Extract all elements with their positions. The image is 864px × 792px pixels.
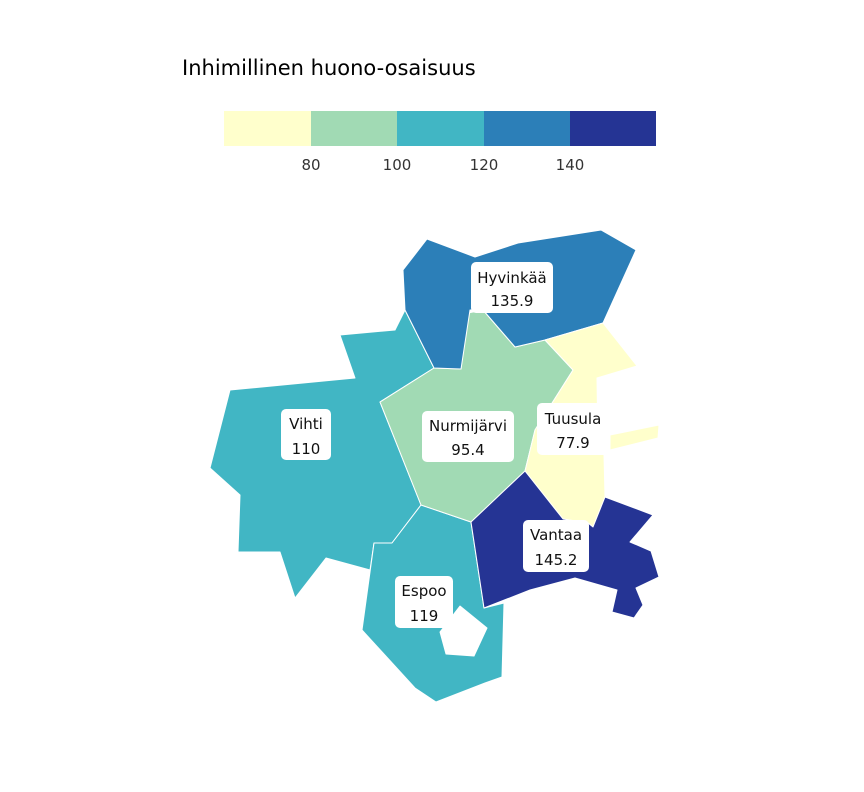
label-vantaa: Vantaa 145.2 [523, 520, 589, 572]
region-labels: Hyvinkää 135.9 Vihti 110 Nurmijärvi 95.4… [281, 262, 609, 628]
label-tuusula-value: 77.9 [556, 434, 589, 452]
label-nurmijarvi-name: Nurmijärvi [429, 417, 507, 435]
legend-tick-100: 100 [383, 156, 412, 174]
label-vantaa-value: 145.2 [535, 551, 578, 569]
label-vihti-value: 110 [292, 440, 321, 458]
legend-swatch-5 [570, 111, 656, 146]
legend-ticks: 80 100 120 140 [301, 156, 584, 174]
legend-swatch-2 [311, 111, 397, 146]
legend-tick-140: 140 [556, 156, 585, 174]
label-espoo-name: Espoo [401, 582, 446, 600]
label-hyvinkaa: Hyvinkää 135.9 [471, 262, 553, 313]
label-espoo: Espoo 119 [395, 576, 453, 628]
legend-swatch-1 [224, 111, 311, 146]
label-tuusula-name: Tuusula [544, 410, 602, 428]
label-nurmijarvi-value: 95.4 [451, 441, 484, 459]
label-hyvinkaa-name: Hyvinkää [477, 269, 547, 287]
legend-swatch-3 [397, 111, 484, 146]
legend-colorbar [224, 111, 656, 146]
legend-title: Inhimillinen huono-osaisuus [182, 56, 476, 80]
label-vihti-name: Vihti [289, 415, 323, 433]
legend-tick-120: 120 [470, 156, 499, 174]
label-espoo-value: 119 [410, 607, 439, 625]
label-tuusula: Tuusula 77.9 [537, 403, 609, 455]
label-hyvinkaa-value: 135.9 [491, 292, 534, 310]
label-nurmijarvi: Nurmijärvi 95.4 [422, 411, 514, 462]
label-vihti: Vihti 110 [281, 409, 331, 460]
legend-swatch-4 [484, 111, 570, 146]
label-vantaa-name: Vantaa [530, 526, 582, 544]
regions [209, 229, 660, 703]
legend-tick-80: 80 [301, 156, 320, 174]
